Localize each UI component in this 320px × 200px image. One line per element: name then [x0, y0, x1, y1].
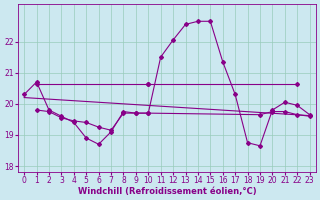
X-axis label: Windchill (Refroidissement éolien,°C): Windchill (Refroidissement éolien,°C)	[77, 187, 256, 196]
